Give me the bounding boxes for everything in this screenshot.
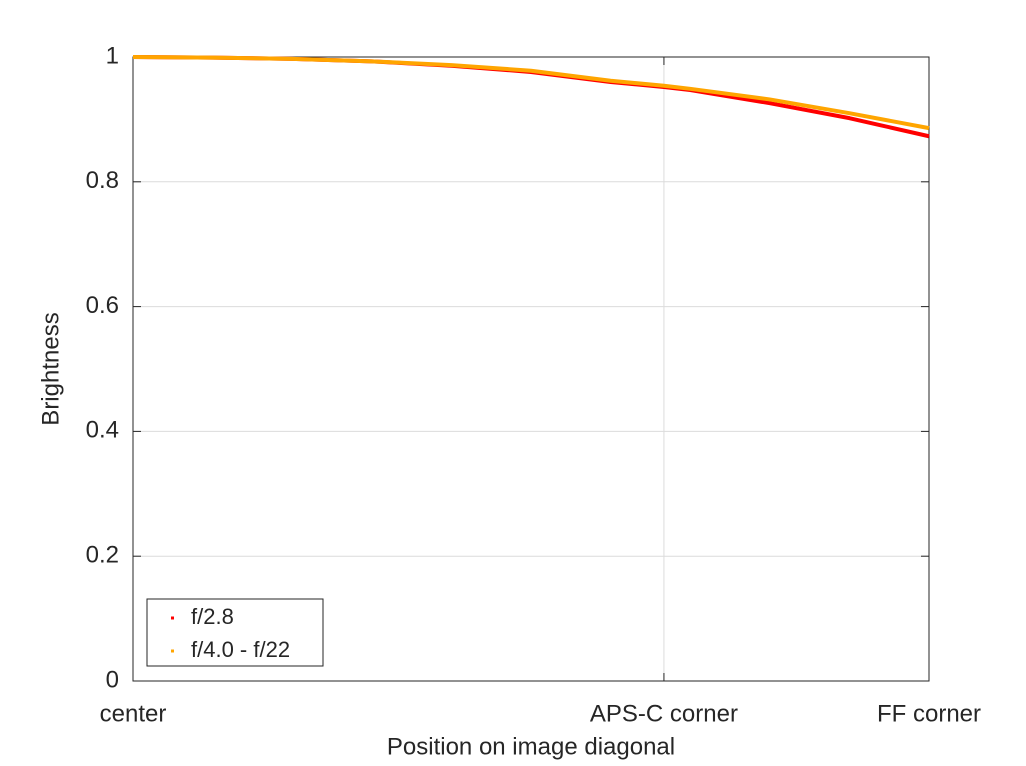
y-tick-label: 1 [106,42,119,69]
y-tick-label: 0.4 [86,417,119,444]
legend-box [146,598,324,667]
x-tick-label: FF corner [877,700,981,727]
legend-label: f/4.0 - f/22 [191,637,290,662]
plot-frame [132,56,930,682]
legend-marker [171,649,174,653]
legend-label: f/2.8 [191,604,234,629]
y-tick-label: 0 [106,666,119,693]
y-tick-label: 0.6 [86,292,119,319]
x-tick-label: center [100,700,167,727]
data-line [132,55,930,131]
y-tick-label: 0.8 [86,167,119,194]
y-axis-label: Brightness [37,312,64,425]
x-axis-label: Position on image diagonal [387,733,675,760]
y-tick-label: 0.2 [86,542,119,569]
legend-marker [171,616,174,620]
x-tick-label: APS-C corner [590,700,738,727]
